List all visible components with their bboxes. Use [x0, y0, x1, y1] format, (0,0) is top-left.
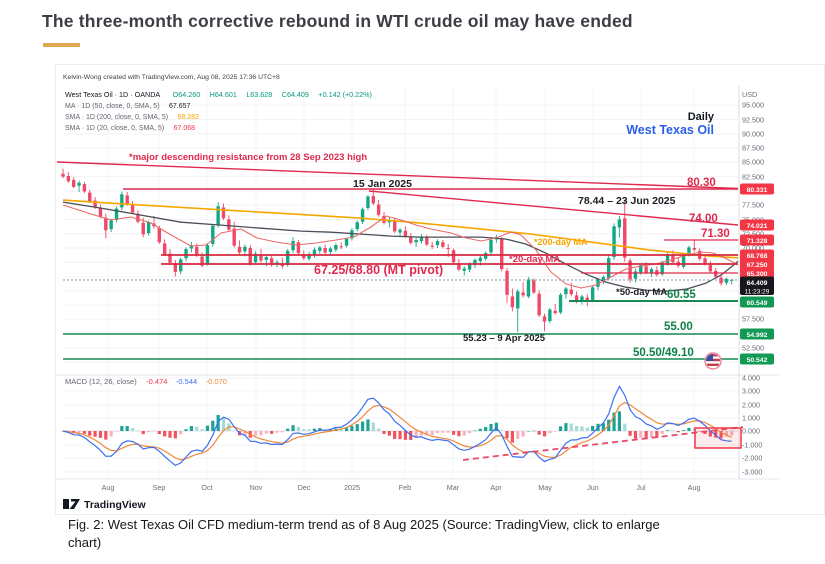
svg-text:77.500: 77.500	[742, 201, 764, 210]
svg-text:72.500: 72.500	[742, 230, 764, 239]
svg-text:74.021: 74.021	[747, 223, 768, 230]
svg-text:May: May	[538, 483, 552, 492]
svg-text:Dec: Dec	[298, 483, 311, 492]
chart-svg: 95.000 92.500 90.000 87.500 85.000 82.500 77.5…	[56, 74, 779, 511]
macd-header-row[interactable]: MACD (12, 26, close) -0.474 -0.544 -0.07…	[65, 371, 227, 388]
svg-text:3.000: 3.000	[742, 387, 760, 396]
svg-text:95.000: 95.000	[742, 101, 764, 110]
svg-text:92.500: 92.500	[742, 116, 764, 125]
annotation-jun-peak-date: 78.44 – 23 Jun 2025	[578, 195, 676, 207]
svg-text:Jul: Jul	[636, 483, 646, 492]
svg-text:0.000: 0.000	[742, 427, 760, 436]
svg-text:-2.000: -2.000	[742, 454, 762, 463]
ohlc-close: C64.409	[282, 90, 309, 99]
svg-text:Mar: Mar	[447, 483, 460, 492]
svg-text:11:23:29: 11:23:29	[745, 288, 770, 295]
annotation-level-71-30: 71.30	[701, 228, 730, 240]
chart-generated: 95.000 92.500 90.000 87.500 85.000 82.500 77.5…	[56, 86, 779, 492]
svg-text:57.500: 57.500	[742, 315, 764, 324]
svg-text:Aug: Aug	[688, 483, 701, 492]
svg-text:Aug: Aug	[102, 483, 115, 492]
annotation-level-55-00: 55.00	[664, 321, 693, 333]
caption-line2: chart)	[68, 535, 102, 551]
svg-text:-1.000: -1.000	[742, 441, 762, 450]
svg-text:70.000: 70.000	[742, 244, 764, 253]
instrument-logo-icon	[704, 352, 722, 370]
ma50-value: 67.657	[169, 103, 191, 110]
svg-text:82.500: 82.500	[742, 173, 764, 182]
svg-text:Nov: Nov	[250, 483, 263, 492]
svg-text:65.300: 65.300	[747, 271, 768, 278]
instrument-label: West Texas Oil	[626, 123, 714, 137]
ohlc-open: O64.260	[173, 90, 201, 99]
svg-text:4.000: 4.000	[742, 374, 760, 383]
svg-text:64.409: 64.409	[747, 280, 768, 287]
page-title: The three-month corrective rebound in WT…	[42, 11, 633, 31]
svg-text:Sep: Sep	[153, 483, 166, 492]
figure-caption: Fig. 2: West Texas Oil CFD medium-term t…	[68, 516, 798, 552]
ma50-row[interactable]: MA · 1D (50, close, 0, SMA, 5) 67.657	[65, 95, 191, 112]
svg-text:Oct: Oct	[201, 483, 212, 492]
symbol-row[interactable]: West Texas Oil · 1D · OANDA O64.260 H64.…	[65, 84, 372, 101]
svg-text:85.000: 85.000	[742, 158, 764, 167]
svg-text:2025: 2025	[344, 483, 360, 492]
sma200-value: 68.282	[178, 114, 200, 121]
svg-text:2.000: 2.000	[742, 401, 760, 410]
svg-text:80.331: 80.331	[747, 187, 768, 194]
svg-text:52.500: 52.500	[742, 344, 764, 353]
annotation-mt-pivot: 67.25/68.80 (MT pivot)	[314, 263, 443, 277]
svg-text:Jun: Jun	[587, 483, 599, 492]
sma200-row[interactable]: SMA · 1D (200, close, 0, SMA, 5) 68.282	[65, 106, 199, 123]
svg-text:Feb: Feb	[399, 483, 411, 492]
ohlc-low: L63.628	[246, 90, 272, 99]
title-accent-underline	[43, 43, 80, 47]
annotation-level-50-50: 50.50/49.10	[633, 347, 694, 359]
svg-text:1.000: 1.000	[742, 414, 760, 423]
svg-text:50.542: 50.542	[747, 357, 768, 364]
svg-text:Apr: Apr	[490, 483, 502, 492]
svg-text:71.328: 71.328	[747, 238, 768, 245]
svg-text:87.500: 87.500	[742, 144, 764, 153]
macd-value: -0.474	[146, 377, 167, 386]
annotation-descending-resistance: *major descending resistance from 28 Sep…	[129, 152, 367, 163]
sma20-row[interactable]: SMA · 1D (20, close, 0, SMA, 5) 67.068	[65, 117, 195, 134]
svg-text:-3.000: -3.000	[742, 468, 762, 477]
chart-static-texts: Kelvin-Wong created with TradingView.com…	[63, 74, 757, 511]
annotation-level-74-00: 74.00	[689, 213, 718, 225]
annotation-apr-low-date: 55.23 – 9 Apr 2025	[463, 333, 546, 344]
svg-text:90.000: 90.000	[742, 130, 764, 139]
tradingview-logo[interactable]: TradingView	[63, 499, 146, 511]
annotation-level-60-55: 60.55	[667, 289, 696, 301]
chart-image[interactable]: 95.000 92.500 90.000 87.500 85.000 82.500 77.5…	[55, 64, 825, 515]
ohlc-change: +0.142 (+0.22%)	[318, 90, 372, 99]
chart-credit: Kelvin-Wong created with TradingView.com…	[63, 74, 280, 81]
ohlc-high: H64.601	[210, 90, 237, 99]
svg-text:67.250: 67.250	[747, 262, 768, 269]
caption-line1: Fig. 2: West Texas Oil CFD medium-term t…	[68, 517, 660, 532]
annotation-20day-ma: *20-day MA	[509, 254, 560, 265]
annotation-level-80-30: 80.30	[687, 177, 716, 189]
macd-hist-value: -0.070	[206, 377, 227, 386]
annotation-200day-ma: *200-day MA	[534, 237, 588, 247]
svg-text:54.992: 54.992	[747, 332, 768, 339]
svg-text:68.768: 68.768	[747, 253, 768, 260]
annotation-50day-ma: *50-day MA	[616, 287, 667, 298]
sma20-value: 67.068	[174, 125, 196, 132]
svg-text:60.549: 60.549	[747, 300, 768, 307]
macd-signal-value: -0.544	[176, 377, 197, 386]
timeframe-label: Daily	[688, 111, 715, 123]
annotation-jan-peak-date: 15 Jan 2025	[353, 178, 412, 190]
axis-currency-label: USD	[742, 90, 757, 99]
tradingview-wordmark: TradingView	[84, 499, 146, 511]
